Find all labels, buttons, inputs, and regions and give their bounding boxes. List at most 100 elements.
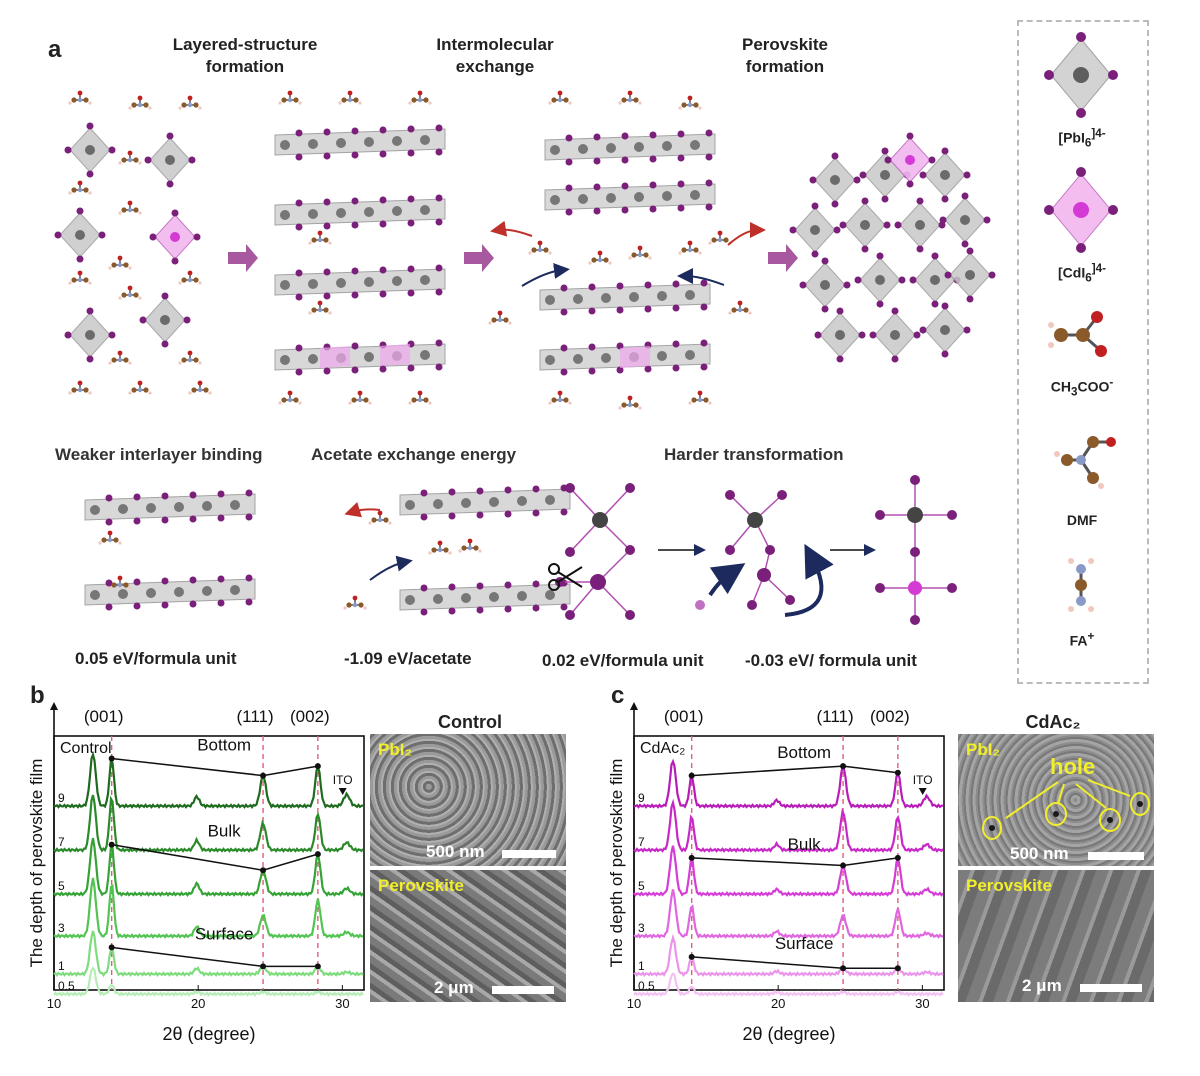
xrd-control-trend-line-2 [111, 946, 318, 968]
xrd-control-x-tick-label-1: 20 [191, 996, 205, 1011]
xrd-control-peak-label-0: (001) [84, 707, 124, 726]
stage-title-exchange: Intermolecular exchange [410, 34, 580, 78]
xrd-control-x-tick-label-2: 30 [335, 996, 349, 1011]
xrd-control-trace-depth-5 [53, 966, 364, 997]
xrd-control-ito-marker [338, 788, 347, 795]
xrd-control-trend-label-0: Bottom [197, 736, 251, 755]
sem-image-control-pbi2: PbI₂ 500 nm [370, 734, 566, 866]
xrd-cdac2-depth-label-1: 7 [638, 835, 645, 849]
xrd-cdac2-trend-point-1-1 [840, 862, 847, 869]
sem-cdac2-pbi2-scale-label: 500 nm [1010, 844, 1069, 863]
sem-cdac2-pbi2-label: PbI₂ [966, 740, 1000, 759]
hole-markers [982, 779, 1150, 840]
xrd-cdac2-trend-point-1-0 [688, 854, 695, 861]
xrd-control-trend-point-1-2 [314, 851, 321, 858]
sem-cdac2-hole-label: hole [1050, 754, 1096, 779]
legend-acetate-sub: 3 [1070, 385, 1078, 399]
mechanism-illustrations [84, 475, 957, 625]
stage-title-layered-line2: formation [205, 57, 285, 76]
sem-control-pbi2-scale-bar [502, 850, 556, 858]
xrd-cdac2-trend-line-2 [691, 956, 898, 970]
xrd-control-trend-point-2-0 [108, 944, 115, 951]
energy-harder-right: -0.03 eV/ formula unit [745, 651, 917, 670]
xrd-control-trend-point-2-1 [260, 963, 267, 970]
xrd-cdac2-y-axis-arrowhead [630, 702, 638, 710]
xrd-cdac2-trend-label-2: Surface [775, 934, 834, 953]
mechanism-title-acetate: Acetate exchange energy [311, 445, 517, 464]
sem-control-perovskite-label: Perovskite [378, 876, 464, 895]
sem-cdac2-perovskite-scale-bar [1080, 984, 1142, 992]
xrd-cdac2-peak-label-2: (002) [870, 707, 910, 726]
sem-image-cdac2-pbi2: PbI₂ hole 500 nm [958, 734, 1154, 866]
xrd-cdac2-trace-depth-4 [633, 933, 944, 978]
xrd-cdac2-x-axis-label: 2θ (degree) [742, 1024, 835, 1044]
xrd-cdac2-trace-depth-5 [633, 972, 944, 997]
stage-title-exchange-line1: Intermolecular [436, 35, 554, 54]
stage-title-perovskite-line1: Perovskite [742, 35, 828, 54]
legend-acetate-rest: COO [1077, 378, 1110, 395]
xrd-control-trend-line-0 [111, 757, 318, 777]
stage-title-exchange-line2: exchange [455, 57, 535, 76]
xrd-control-trend-point-0-0 [108, 755, 115, 762]
xrd-control-trace-depth-3 [53, 877, 364, 939]
sem-image-control-perovskite: Perovskite 2 μm [370, 870, 566, 1002]
stage-title-layered-line1: Layered-structure [172, 35, 318, 54]
panel-c-letter: c [611, 682, 625, 709]
legend-label-pbi6: [PbI6]4- [1017, 127, 1147, 149]
sem-control-perovskite-scale-label: 2 μm [434, 978, 474, 997]
xrd-control-depth-label-1: 7 [58, 835, 65, 849]
legend-icons [1044, 32, 1118, 612]
xrd-control-trace-depth-0 [53, 751, 364, 809]
xrd-cdac2-trend-point-0-1 [840, 763, 847, 770]
legend-label-dmf: DMF [1066, 512, 1098, 528]
legend-acetate-base: CH [1050, 378, 1071, 395]
xrd-control-ito-label: ITO [333, 773, 353, 787]
xrd-cdac2-depth-label-2: 5 [638, 879, 645, 893]
sem-cdac2-perovskite-label: Perovskite [966, 876, 1052, 895]
xrd-control-trace-depth-4 [53, 930, 364, 978]
stage-title-perovskite: Perovskite formation [700, 34, 870, 78]
panel-b-letter: b [30, 682, 45, 709]
xrd-cdac2-depth-label-4: 1 [638, 959, 645, 973]
energy-harder-left: 0.02 eV/formula unit [542, 651, 704, 670]
xrd-cdac2-depth-label-3: 3 [638, 921, 645, 935]
xrd-cdac2-trace-depth-3 [633, 889, 944, 939]
xrd-cdac2-peak-label-0: (001) [664, 707, 704, 726]
xrd-cdac2-trend-line-1 [691, 857, 898, 867]
xrd-control-trace-depth-2 [53, 837, 364, 897]
energy-acetate: -1.09 eV/acetate [344, 649, 472, 668]
xrd-cdac2-peak-label-1: (111) [816, 707, 853, 726]
xrd-cdac2-trend-point-0-0 [688, 772, 695, 779]
xrd-control-trace-depth-1 [53, 794, 364, 853]
xrd-cdac2-trend-line-0 [691, 765, 898, 777]
sem-cdac2-perovskite-scale-label: 2 μm [1022, 976, 1062, 995]
xrd-cdac2-x-tick-label-0: 10 [627, 996, 641, 1011]
stage-arrow-2 [464, 244, 494, 272]
legend-pbi6-sub: 6 [1084, 136, 1092, 150]
xrd-cdac2-trace-depth-2 [633, 845, 944, 897]
fa-icon [1068, 558, 1094, 612]
xrd-control-trend-label-2: Surface [195, 924, 254, 943]
stage-arrow-3 [768, 244, 798, 272]
xrd-cdac2-depth-label-5: 0.5 [638, 979, 655, 993]
xrd-cdac2-x-tick-label-1: 20 [771, 996, 785, 1011]
scissors-icon [548, 563, 583, 591]
xrd-control-trend-point-0-2 [314, 763, 321, 770]
stage-arrow-1 [228, 244, 258, 272]
panel-a-schematic [54, 89, 996, 411]
xrd-control-trend-point-1-0 [108, 841, 115, 848]
legend-fa-sup: + [1087, 630, 1095, 643]
legend-cdi6-base: [CdI [1058, 264, 1086, 281]
xrd-control-y-axis-arrowhead [50, 702, 58, 710]
xrd-cdac2-trend-point-0-2 [894, 769, 901, 776]
stage-title-layered: Layered-structure formation [150, 34, 340, 78]
sem-control-pbi2-scale-label: 500 nm [426, 842, 485, 861]
xrd-control-depth-label-2: 5 [58, 879, 65, 893]
xrd-control-trend-point-0-1 [260, 772, 267, 779]
xrd-control-peak-label-2: (002) [290, 707, 330, 726]
mechanism-title-weaker: Weaker interlayer binding [55, 445, 263, 464]
xrd-chart-cdac2: 10 20 30 2θ (degree) The depth of perovskite… [607, 702, 945, 1044]
legend-pbi6-base: [PbI [1058, 129, 1085, 146]
xrd-cdac2-depth-label-0: 9 [638, 791, 645, 805]
xrd-cdac2-trace-depth-0 [633, 758, 944, 809]
